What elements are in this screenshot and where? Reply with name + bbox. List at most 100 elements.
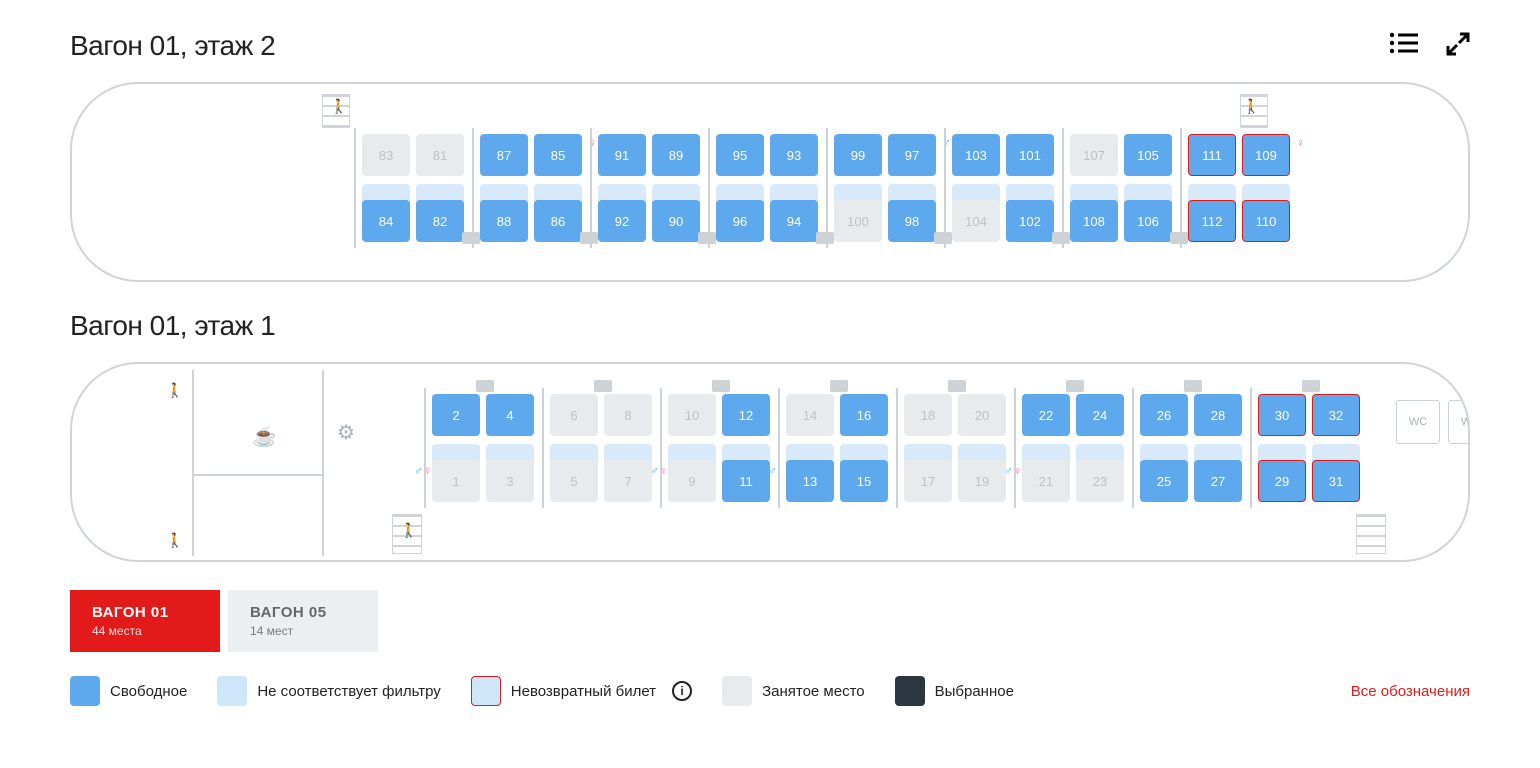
seat-31[interactable]: 31 [1312, 460, 1360, 502]
list-view-icon[interactable] [1390, 32, 1418, 61]
seat-95[interactable]: 95 [716, 134, 764, 176]
seat-90[interactable]: 90 [652, 200, 700, 242]
seat-99[interactable]: 99 [834, 134, 882, 176]
swatch-occupied [722, 676, 752, 706]
table-icon [1052, 232, 1070, 244]
floor2-title: Вагон 01, этаж 2 [70, 30, 275, 62]
wall [424, 388, 426, 508]
legend-occupied-label: Занятое место [762, 683, 865, 700]
seat-22[interactable]: 22 [1022, 394, 1070, 436]
car-floor1: 🚶⚙☕🚶🚶2413♂♀68571012911♂♀14161315♂1820171… [70, 362, 1470, 562]
seat-91[interactable]: 91 [598, 134, 646, 176]
seat-101[interactable]: 101 [1006, 134, 1054, 176]
seat-84[interactable]: 84 [362, 200, 410, 242]
seat-16[interactable]: 16 [840, 394, 888, 436]
seat-96[interactable]: 96 [716, 200, 764, 242]
person-icon: 🚶 [1243, 98, 1260, 115]
seat-28[interactable]: 28 [1194, 394, 1242, 436]
wall [472, 128, 474, 248]
tab-sublabel: 44 места [92, 624, 198, 638]
legend-filtered-label: Не соответствует фильтру [257, 683, 440, 700]
info-icon[interactable]: i [672, 681, 692, 701]
car-tab-05[interactable]: ВАГОН 05 14 мест [228, 590, 378, 652]
seat-27[interactable]: 27 [1194, 460, 1242, 502]
seat-26[interactable]: 26 [1140, 394, 1188, 436]
seat-102[interactable]: 102 [1006, 200, 1054, 242]
attendant-icon: ☕ [252, 424, 277, 449]
table-icon [1184, 380, 1202, 392]
compartment: 26282527 [1140, 394, 1246, 504]
seat-87[interactable]: 87 [480, 134, 528, 176]
compartment: 1012911♂♀ [668, 394, 774, 504]
seat-10: 10 [668, 394, 716, 436]
wall [826, 128, 828, 248]
seat-88[interactable]: 88 [480, 200, 528, 242]
compartment: 87858886♀ [480, 134, 586, 244]
table-icon [1302, 380, 1320, 392]
seat-108[interactable]: 108 [1070, 200, 1118, 242]
seat-85[interactable]: 85 [534, 134, 582, 176]
seat-20: 20 [958, 394, 1006, 436]
seat-30[interactable]: 30 [1258, 394, 1306, 436]
gear-icon[interactable]: ⚙ [337, 420, 355, 445]
seat-86[interactable]: 86 [534, 200, 582, 242]
seat-82[interactable]: 82 [416, 200, 464, 242]
legend-available: Свободное [70, 676, 187, 706]
wall [1180, 128, 1182, 248]
swatch-filtered [217, 676, 247, 706]
seat-111[interactable]: 111 [1188, 134, 1236, 176]
seat-12[interactable]: 12 [722, 394, 770, 436]
seat-15[interactable]: 15 [840, 460, 888, 502]
legend-selected-label: Выбранное [935, 683, 1014, 700]
seat-94[interactable]: 94 [770, 200, 818, 242]
compartment: 107105108106 [1070, 134, 1176, 244]
seat-110[interactable]: 110 [1242, 200, 1290, 242]
seat-106[interactable]: 106 [1124, 200, 1172, 242]
seat-98[interactable]: 98 [888, 200, 936, 242]
car-tab-01[interactable]: ВАГОН 01 44 места [70, 590, 220, 652]
table-icon [698, 232, 716, 244]
seat-89[interactable]: 89 [652, 134, 700, 176]
compartment: 22242123♂♀ [1022, 394, 1128, 504]
wall [778, 388, 780, 508]
car-tabs: ВАГОН 01 44 места ВАГОН 05 14 мест [70, 590, 1470, 652]
stairs-icon [1356, 514, 1386, 554]
table-icon [476, 380, 494, 392]
seat-4[interactable]: 4 [486, 394, 534, 436]
header-icons [1390, 32, 1470, 61]
seat-13[interactable]: 13 [786, 460, 834, 502]
seat-103[interactable]: 103 [952, 134, 1000, 176]
wall [1132, 388, 1134, 508]
seat-83: 83 [362, 134, 410, 176]
seat-92[interactable]: 92 [598, 200, 646, 242]
seat-32[interactable]: 32 [1312, 394, 1360, 436]
gender-icon: ♂ [768, 464, 777, 478]
wall [944, 128, 946, 248]
floor1-title: Вагон 01, этаж 1 [70, 310, 1470, 342]
seat-11[interactable]: 11 [722, 460, 770, 502]
header-floor2: Вагон 01, этаж 2 [70, 30, 1470, 62]
legend-filtered: Не соответствует фильтру [217, 676, 440, 706]
table-icon [1066, 380, 1084, 392]
seat-5: 5 [550, 460, 598, 502]
table-icon [580, 232, 598, 244]
seat-3: 3 [486, 460, 534, 502]
wall [590, 128, 592, 248]
seat-109[interactable]: 109 [1242, 134, 1290, 176]
seat-105[interactable]: 105 [1124, 134, 1172, 176]
seat-2[interactable]: 2 [432, 394, 480, 436]
fullscreen-icon[interactable] [1446, 32, 1470, 61]
seat-97[interactable]: 97 [888, 134, 936, 176]
legend-nonref: Невозвратный билет i [471, 676, 692, 706]
seat-112[interactable]: 112 [1188, 200, 1236, 242]
seat-25[interactable]: 25 [1140, 460, 1188, 502]
seat-29[interactable]: 29 [1258, 460, 1306, 502]
seat-24[interactable]: 24 [1076, 394, 1124, 436]
seat-17: 17 [904, 460, 952, 502]
swatch-nonref [471, 676, 501, 706]
seat-6: 6 [550, 394, 598, 436]
seat-18: 18 [904, 394, 952, 436]
seat-93[interactable]: 93 [770, 134, 818, 176]
all-legend-link[interactable]: Все обозначения [1351, 683, 1470, 700]
compartment: 111109112110♀ [1188, 134, 1294, 244]
